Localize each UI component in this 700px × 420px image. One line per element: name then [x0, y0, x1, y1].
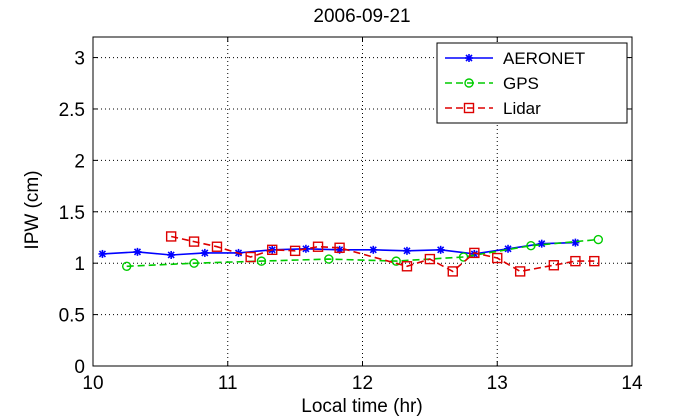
axis-ticks: 10 11 12 13 14 0 0.5 1 1.5 2 2.5 3: [59, 37, 643, 394]
legend-marker: [464, 78, 474, 88]
lidar-point: [267, 244, 278, 256]
aeronet-point: [98, 249, 107, 258]
gps-point: [458, 252, 469, 262]
series-gps: [121, 234, 604, 271]
gps-point: [121, 261, 132, 271]
grid: [93, 37, 632, 366]
legend-item-gps: GPS: [445, 74, 539, 93]
lidar-point: [492, 252, 503, 264]
chart-title: 2006-09-21: [313, 6, 410, 27]
series-lidar: [165, 231, 600, 277]
legend-item-aeronet: AERONET: [445, 49, 585, 68]
y-tick-label: 2: [74, 151, 85, 172]
lidar-point: [165, 231, 177, 242]
x-tick-label: 13: [487, 373, 508, 394]
aeronet-point: [537, 239, 546, 248]
lidar-point: [188, 236, 200, 247]
legend-label: Lidar: [503, 99, 541, 118]
aeronet-point: [369, 245, 378, 254]
gps-line: [126, 238, 599, 268]
lidar-point: [312, 241, 324, 252]
lidar-line: [171, 235, 595, 273]
lidar-point: [570, 255, 581, 267]
aeronet-point: [167, 250, 176, 259]
x-tick-label: 10: [82, 373, 103, 394]
x-tick-label: 11: [218, 373, 238, 394]
x-tick-label: 14: [621, 373, 643, 394]
gps-point: [391, 256, 401, 266]
lidar-point: [334, 242, 345, 253]
y-tick-label: 3: [74, 49, 85, 70]
x-axis-title: Local time (hr): [301, 396, 422, 417]
lidar-point: [589, 255, 600, 267]
aeronet-point: [504, 244, 513, 253]
legend-item-lidar: Lidar: [445, 99, 541, 118]
legend-marker: [463, 102, 475, 114]
gps-point: [256, 256, 267, 266]
lidar-point: [469, 247, 480, 259]
gps-point: [526, 241, 536, 251]
gps-point: [324, 254, 334, 264]
gps-point: [189, 258, 199, 268]
y-tick-label: 1: [74, 254, 85, 275]
y-tick-label: 0.5: [59, 306, 85, 327]
y-tick-label: 1.5: [59, 203, 85, 224]
aeronet-point: [402, 246, 411, 255]
y-tick-label: 0: [74, 357, 85, 378]
aeronet-point: [133, 247, 142, 256]
y-tick-label: 2.5: [59, 100, 85, 121]
legend-label: GPS: [503, 74, 539, 93]
legend-label: AERONET: [503, 49, 585, 68]
y-axis-title: IPW (cm): [22, 170, 43, 249]
aeronet-point: [436, 245, 445, 254]
lidar-point: [447, 266, 458, 277]
aeronet-point: [200, 248, 209, 257]
lidar-point: [424, 253, 436, 265]
legend: AERONET GPS Lidar: [436, 42, 628, 124]
lidar-point: [211, 241, 223, 252]
aeronet-point: [571, 238, 580, 247]
lidar-point: [401, 261, 413, 272]
gps-point: [593, 234, 604, 245]
lidar-point: [289, 245, 301, 257]
plot-lines: [98, 231, 604, 277]
lidar-point: [548, 260, 560, 271]
x-tick-label: 12: [352, 373, 373, 394]
lidar-point: [245, 251, 256, 263]
series-aeronet: [98, 238, 580, 259]
lidar-point: [514, 266, 526, 277]
legend-marker: [465, 54, 473, 62]
